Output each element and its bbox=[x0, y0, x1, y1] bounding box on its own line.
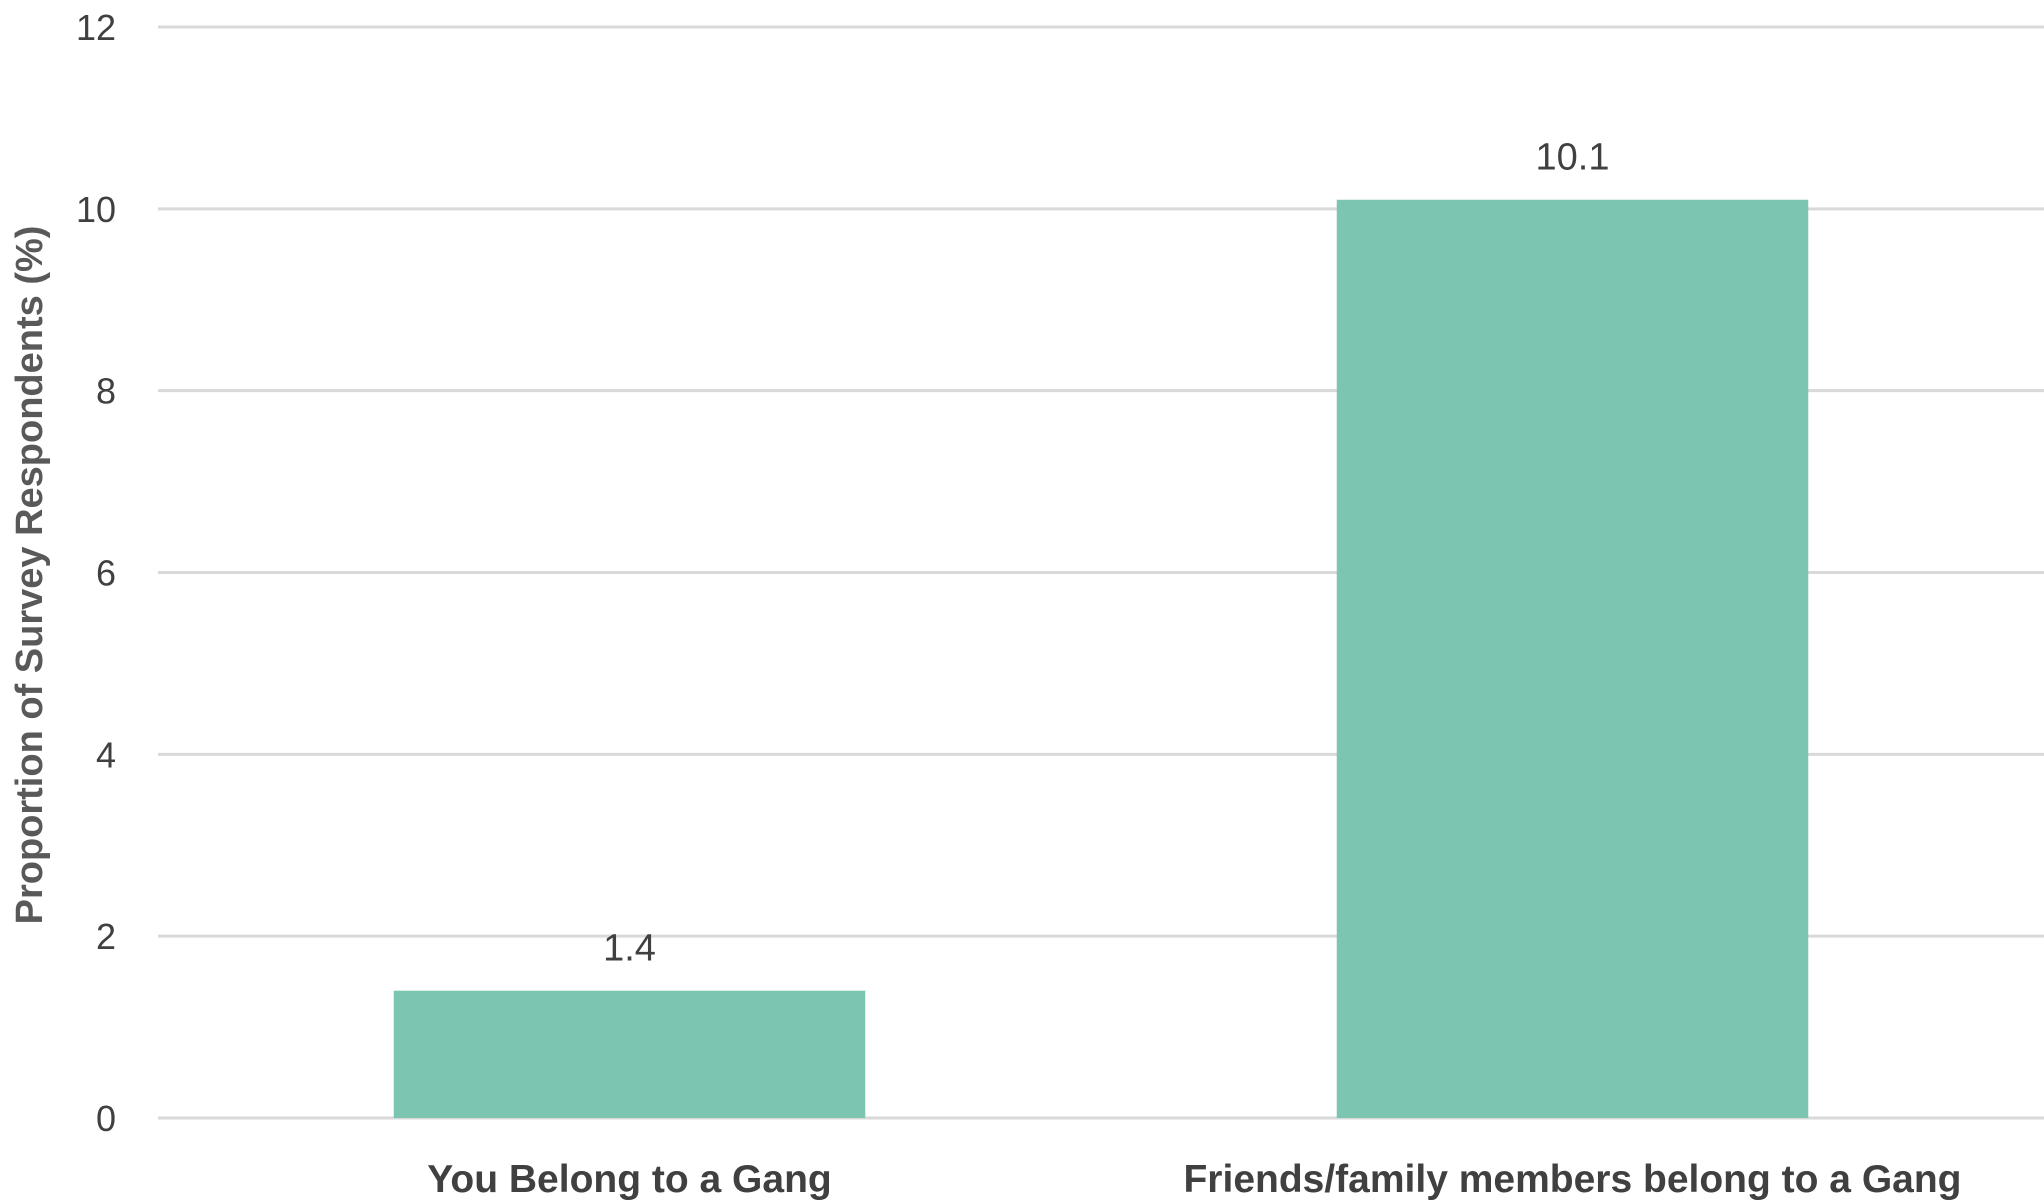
bars bbox=[393, 199, 1809, 1118]
bar bbox=[1336, 199, 1809, 1118]
y-axis-title: Proportion of Survey Respondents (%) bbox=[9, 226, 51, 925]
y-tick-label: 8 bbox=[96, 371, 116, 412]
bar-data-label: 1.4 bbox=[603, 928, 656, 970]
data-labels: 1.4 10.1 bbox=[603, 137, 1609, 970]
bar-data-label: 10.1 bbox=[1536, 137, 1610, 179]
x-axis-categories: You Belong to a Gang Friends/family membe… bbox=[427, 1158, 1961, 1201]
y-tick-label: 10 bbox=[76, 189, 116, 230]
y-tick-label: 0 bbox=[96, 1098, 116, 1139]
bar bbox=[393, 990, 866, 1118]
gridlines bbox=[158, 25, 2044, 1120]
y-tick-label: 4 bbox=[96, 734, 116, 775]
x-category-label: Friends/family members belong to a Gang bbox=[1183, 1158, 1961, 1201]
y-tick-label: 2 bbox=[96, 916, 116, 957]
y-tick-label: 6 bbox=[96, 553, 116, 594]
x-category-label: You Belong to a Gang bbox=[427, 1158, 831, 1201]
y-axis-ticks: 0 2 4 6 8 10 12 bbox=[76, 7, 116, 1139]
y-tick-label: 12 bbox=[76, 7, 116, 48]
